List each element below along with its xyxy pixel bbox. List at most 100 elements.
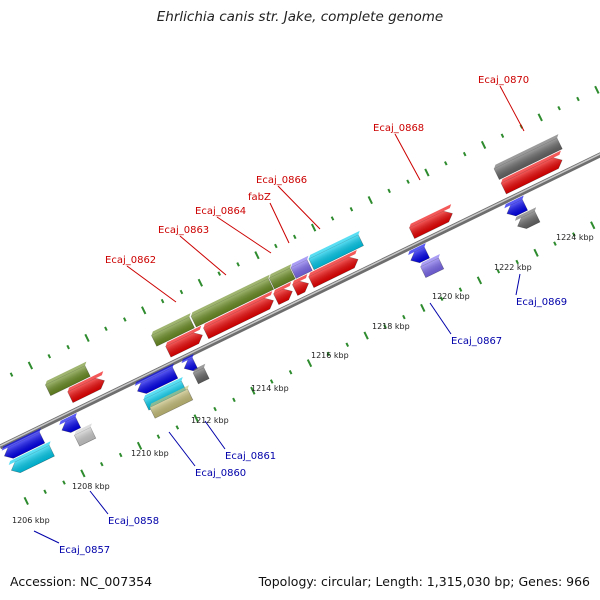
reverse-arrow — [504, 195, 528, 217]
tick-label: 1218 kbp — [372, 322, 410, 331]
label-leader-line — [216, 216, 272, 254]
forward-guide-line-dot — [462, 151, 467, 157]
label-leader-line — [33, 530, 60, 544]
gene-label: Ecaj_0857 — [59, 545, 110, 556]
tick-label: 1222 kbp — [494, 263, 532, 272]
reverse-arrow — [1, 428, 46, 459]
tick-label: 1220 kbp — [432, 292, 470, 301]
forward-guide-line-dot — [330, 216, 335, 221]
forward-guide-line-dot — [217, 271, 221, 276]
forward-guide-line-dot — [292, 234, 297, 240]
reverse-guide-line-dot — [62, 480, 66, 485]
forward-guide-line-dot — [27, 361, 34, 370]
gene-label: fabZ — [248, 192, 271, 203]
cds-arrow — [408, 204, 453, 239]
map-title: Ehrlichia canis str. Jake, complete geno… — [156, 9, 444, 25]
forward-guide-line-dot — [557, 105, 561, 111]
forward-guide-line-dot — [84, 333, 90, 342]
reverse-guide-line-dot — [250, 386, 256, 395]
forward-guide-line-dot — [310, 223, 317, 232]
reverse-guide-line-dot — [288, 370, 293, 375]
genome-info-text: Topology: circular; Length: 1,315,030 bp… — [258, 574, 590, 589]
label-leader-line — [394, 133, 421, 181]
reverse-arrow — [408, 243, 430, 264]
reverse-guide-line-dot — [269, 379, 274, 384]
genome-backbone — [0, 152, 600, 450]
tick-label: 1224 kbp — [556, 233, 594, 242]
forward-guide-line-dot — [254, 251, 260, 260]
label-leader-line — [269, 202, 290, 244]
reverse-guide-line-dot — [553, 241, 557, 246]
reverse-guide-line-dot — [23, 496, 29, 505]
tick-label: 1216 kbp — [311, 351, 349, 360]
gene-label: Ecaj_0870 — [478, 75, 529, 86]
forward-guide-line-dot — [406, 179, 410, 184]
accession-text: Accession: NC_007354 — [10, 574, 153, 589]
forward-guide-line-dot — [47, 354, 52, 359]
label-leader-line — [168, 431, 196, 467]
reverse-arrow — [181, 353, 199, 372]
tick-label: 1212 kbp — [191, 416, 229, 425]
gene-box — [44, 361, 91, 397]
forward-guide-line-dot — [179, 289, 184, 295]
forward-guide-line-dot — [9, 372, 14, 377]
tick-label: 1208 kbp — [72, 482, 110, 491]
unknown-box — [192, 363, 210, 385]
forward-guide-line-dot — [66, 344, 70, 350]
reverse-guide-line-dot — [572, 232, 576, 237]
gene-box — [190, 274, 275, 328]
forward-guide-line-dot — [594, 85, 600, 94]
label-leader-line — [89, 490, 109, 515]
forward-guide-line-dot — [537, 113, 543, 122]
reverse-guide-line-dot — [306, 359, 313, 368]
reverse-guide-line-dot — [100, 461, 104, 467]
label-leader-line — [515, 273, 521, 296]
reverse-arrow — [134, 363, 179, 394]
gene-label: Ecaj_0866 — [256, 175, 307, 186]
gene-label: Ecaj_0860 — [195, 468, 246, 479]
reverse-guide-line-dot — [458, 287, 463, 292]
cds-arrow — [500, 150, 563, 195]
cds-arrow — [273, 281, 293, 306]
forward-guide-line-dot — [500, 133, 505, 138]
forward-guide-line-dot — [160, 298, 165, 304]
forward-guide-line-dot — [387, 188, 391, 194]
forward-guide-line-dot — [480, 140, 487, 149]
reverse-guide-line-dot — [156, 434, 161, 439]
forward-guide-line-dot — [576, 96, 580, 102]
reverse-guide-line-dot — [533, 248, 539, 257]
reverse-guide-line-dot — [439, 296, 444, 302]
rna-box — [308, 230, 364, 271]
reverse-guide-line-dot — [363, 331, 369, 340]
reverse-arrow — [514, 207, 541, 229]
gene-label: Ecaj_0858 — [108, 516, 159, 527]
forward-guide-line-dot — [444, 161, 448, 166]
rna-box — [8, 441, 55, 474]
label-leader-line — [499, 85, 525, 132]
forward-guide-line-dot — [123, 317, 127, 322]
label-leader-line — [126, 265, 177, 303]
reverse-guide-line-dot — [496, 268, 501, 274]
reverse-guide-line-dot — [326, 351, 331, 357]
label-leader-line — [277, 185, 321, 230]
label-leader-line — [204, 420, 226, 450]
repeat-box — [149, 385, 194, 419]
tick-label: 1206 kbp — [12, 516, 50, 525]
reverse-guide-line-dot — [213, 406, 217, 412]
gene-box — [268, 264, 296, 290]
reverse-guide-line-dot — [193, 414, 199, 423]
reverse-guide-line-dot — [43, 489, 47, 494]
reverse-guide-line-dot — [402, 314, 406, 320]
reverse-guide-line-dot — [476, 276, 483, 285]
reverse-guide-line-dot — [590, 221, 596, 230]
reverse-guide-line-dot — [345, 342, 350, 347]
reverse-guide-line-dot — [175, 425, 180, 430]
reverse-guide-line-dot — [515, 259, 519, 265]
forward-guide-line-dot — [141, 306, 147, 315]
unknown-box — [493, 134, 563, 180]
misc-feature-box — [290, 255, 313, 279]
backbone-highlight — [0, 153, 600, 447]
misc-feature-box — [420, 254, 445, 278]
gene-label: Ecaj_0861 — [225, 451, 276, 462]
pseudo-box — [73, 423, 97, 447]
